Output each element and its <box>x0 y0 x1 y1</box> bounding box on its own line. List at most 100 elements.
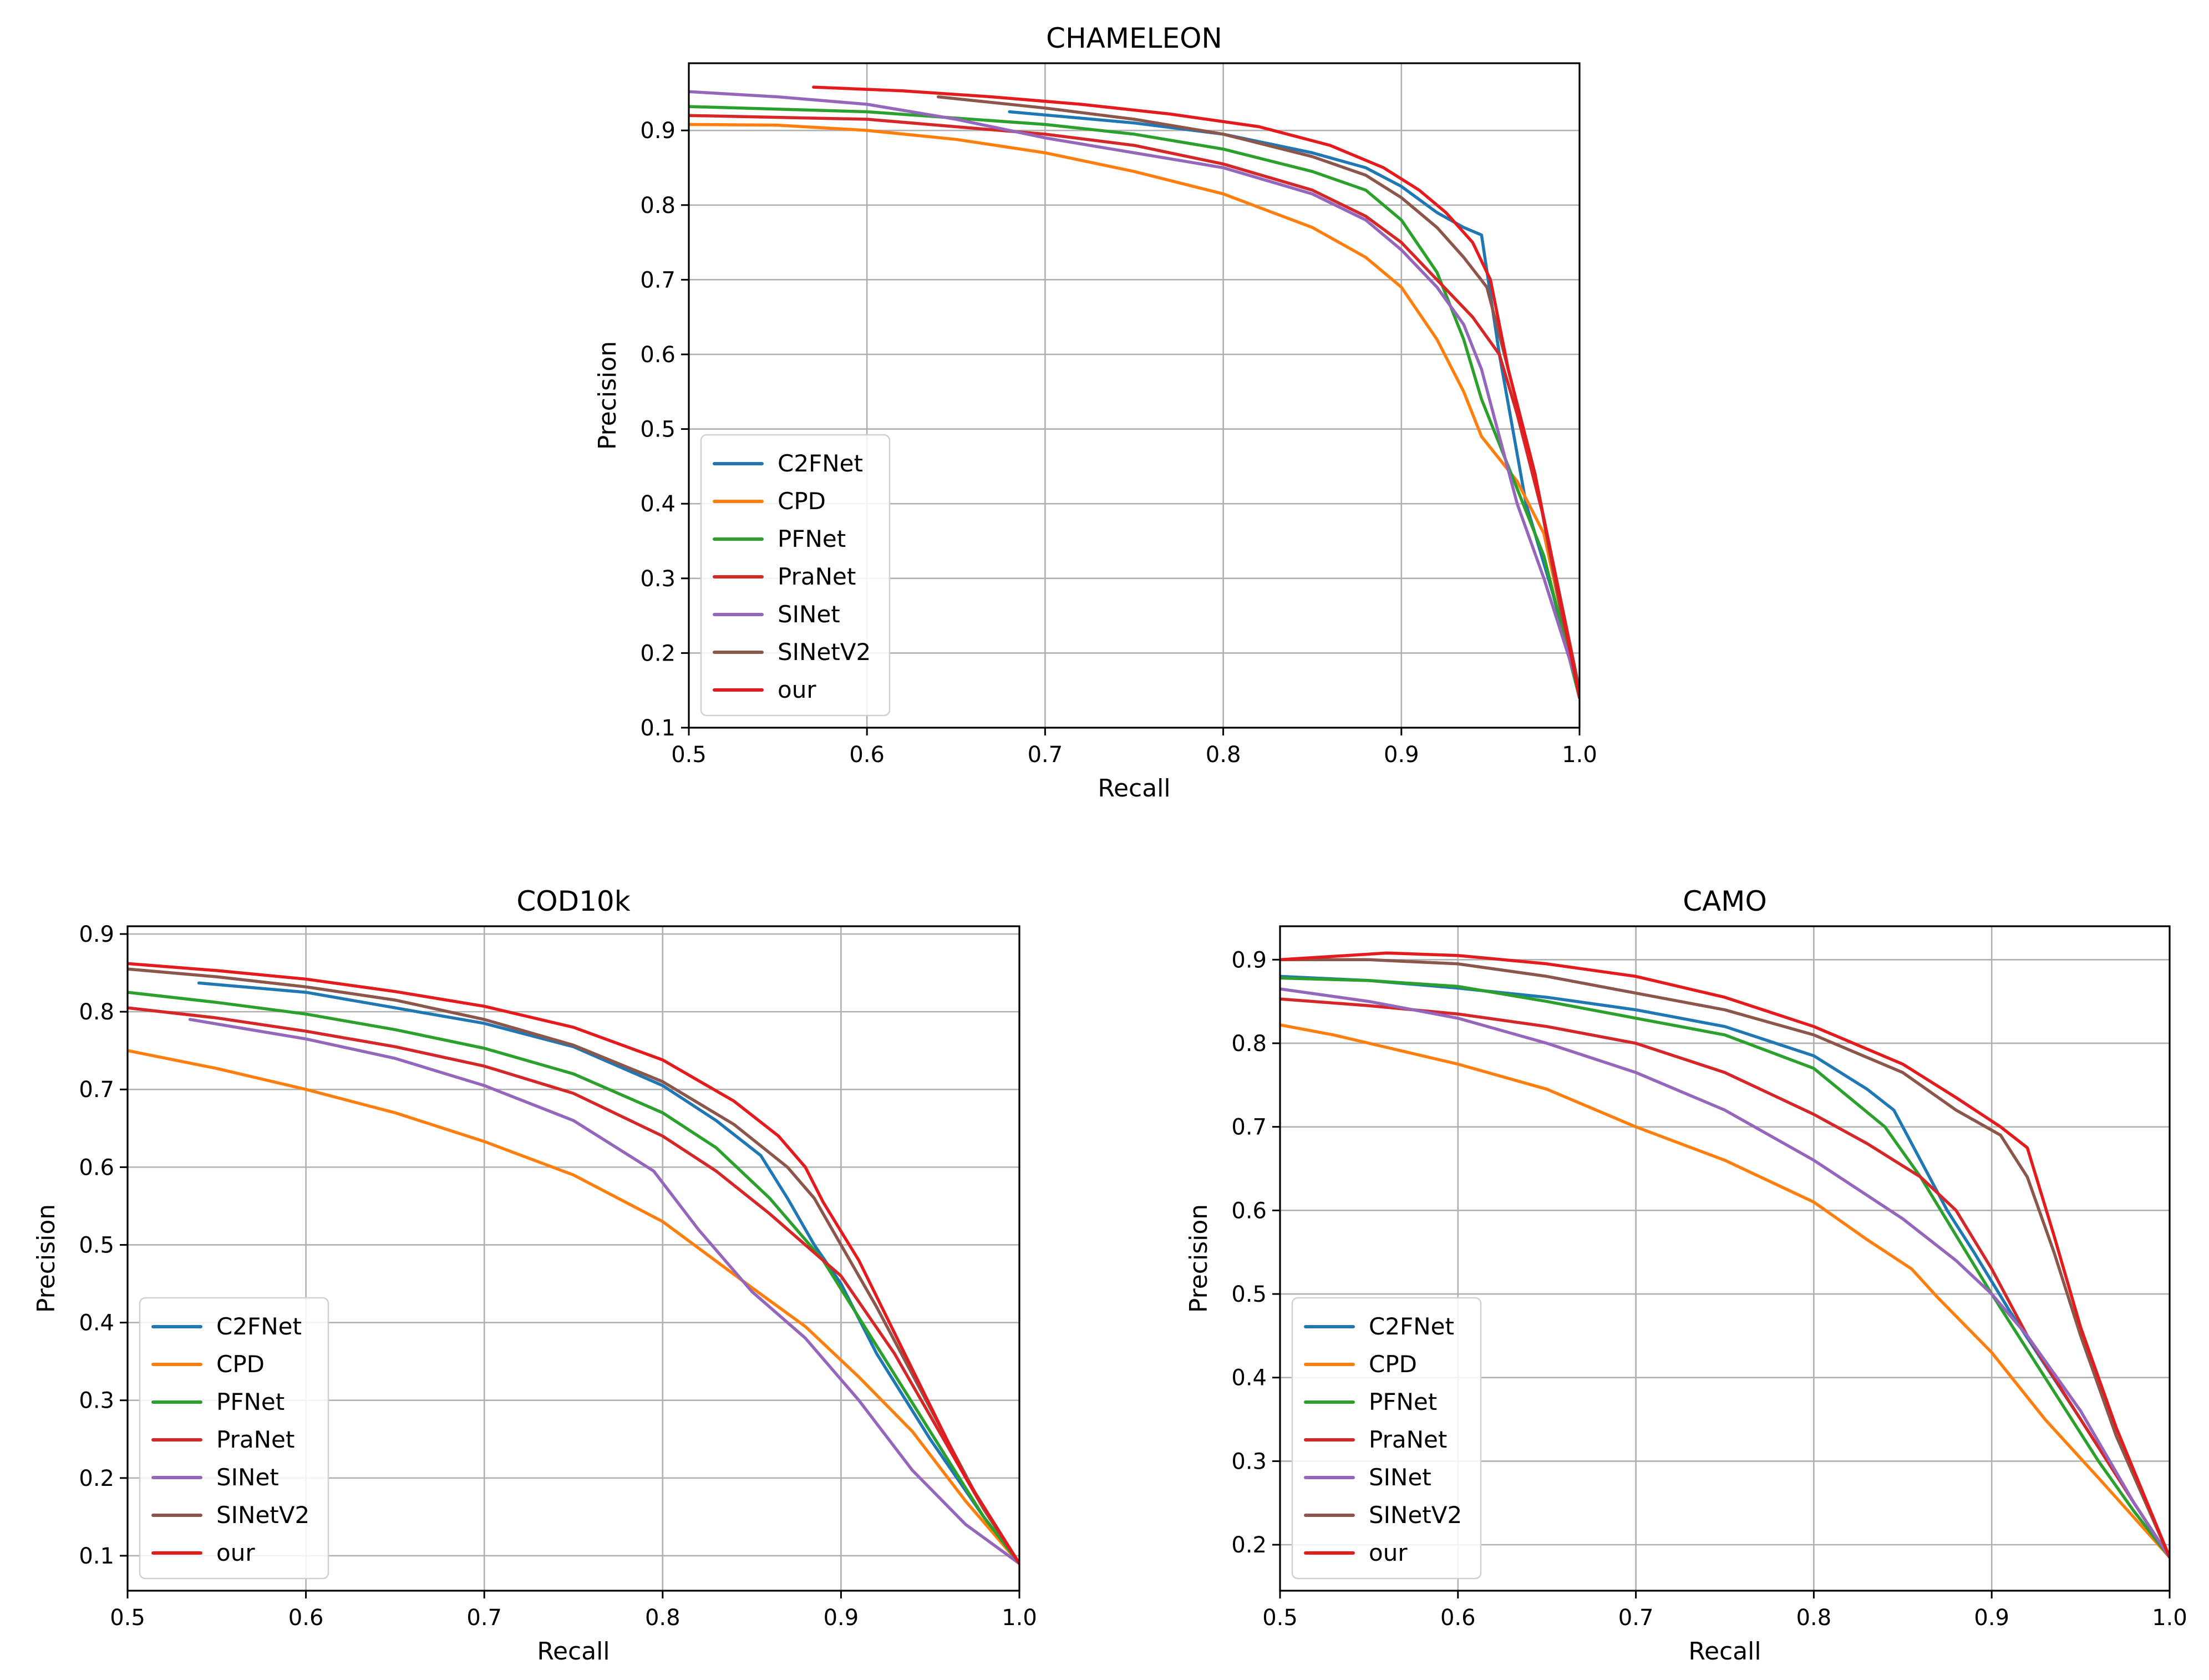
y-tick-label: 0.5 <box>79 1232 114 1258</box>
legend-label-sinet: SINet <box>1369 1464 1431 1491</box>
x-axis-label: Recall <box>1688 1637 1761 1666</box>
legend: C2FNet CPD PFNet PraNet SINet SINetV2 our <box>1291 1297 1482 1580</box>
legend-label-cpd: CPD <box>216 1351 265 1378</box>
series-line-pranet <box>689 114 1580 692</box>
legend-label-our: our <box>216 1539 255 1566</box>
y-tick-label: 0.3 <box>640 566 676 592</box>
y-tick-label: 0.1 <box>640 715 676 741</box>
legend-label-sinet: SINet <box>216 1464 279 1491</box>
series-line-sinet <box>188 1018 1019 1565</box>
y-tick-label: 0.1 <box>79 1544 114 1569</box>
x-tick-label: 0.9 <box>824 1605 859 1631</box>
x-tick-label: 0.7 <box>1618 1605 1654 1631</box>
x-tick-label: 0.9 <box>1974 1605 2009 1631</box>
x-tick-label: 0.7 <box>1028 742 1063 768</box>
y-tick-label: 0.5 <box>640 417 676 443</box>
legend-label-sinetv2: SINetV2 <box>778 638 871 666</box>
series-line-pranet <box>1280 997 2170 1559</box>
y-tick-label: 0.2 <box>79 1466 114 1491</box>
series-group <box>128 962 1019 1565</box>
y-tick-label: 0.9 <box>79 922 114 947</box>
legend-box <box>700 434 891 717</box>
y-tick-label: 0.4 <box>640 491 676 517</box>
y-tick-label: 0.4 <box>79 1311 114 1336</box>
x-axis-label: Recall <box>1098 774 1170 803</box>
legend-label-pfnet: PFNet <box>778 525 846 552</box>
legend-label-c2fnet: C2FNet <box>1369 1313 1454 1340</box>
series-line-our <box>812 85 1580 699</box>
legend: C2FNet CPD PFNet PraNet SINet SINetV2 our <box>139 1297 329 1580</box>
series-line-cpd <box>1280 1023 2170 1559</box>
series-line-pfnet <box>1280 976 2170 1559</box>
legend-label-cpd: CPD <box>1369 1351 1417 1378</box>
plot-frame <box>1279 925 2171 1592</box>
legend-label-c2fnet: C2FNet <box>216 1313 302 1340</box>
series-line-sinetv2 <box>1280 958 2170 1559</box>
x-axis-label: Recall <box>537 1637 610 1666</box>
legend: C2FNet CPD PFNet PraNet SINet SINetV2 our <box>700 434 891 717</box>
series-line-sinetv2 <box>128 967 1019 1565</box>
series-line-pranet <box>128 1006 1019 1565</box>
series-line-c2fnet <box>197 981 1019 1565</box>
x-tick-label: 1.0 <box>1002 1605 1037 1631</box>
y-tick-label: 0.8 <box>79 999 114 1025</box>
chart-cod10k: 0.5 0.6 0.7 0.8 0.9 1.0 0.1 0.2 0.3 0.4 0.5 0.6 0.7 0… <box>32 885 1037 1666</box>
x-tick-label: 0.6 <box>288 1605 324 1631</box>
y-tick-label: 0.3 <box>1231 1449 1267 1474</box>
chart-chameleon: 0.5 0.6 0.7 0.8 0.9 1.0 0.1 0.2 0.3 0.4 0.5 0.6 0.7 0… <box>593 22 1597 803</box>
y-axis-label: Precision <box>1185 1204 1213 1313</box>
legend-label-pranet: PraNet <box>1369 1426 1447 1453</box>
y-tick-label: 0.8 <box>1231 1031 1267 1057</box>
y-tick-label: 0.8 <box>640 193 676 219</box>
legend-label-sinetv2: SINetV2 <box>1369 1501 1462 1529</box>
x-tick-label: 0.8 <box>1206 742 1241 768</box>
legend-label-sinet: SINet <box>778 601 840 628</box>
y-tick-label: 0.6 <box>640 342 676 368</box>
legend-label-our: our <box>1369 1539 1408 1566</box>
y-tick-label: 0.7 <box>1231 1115 1267 1140</box>
y-tick-label: 0.6 <box>1231 1198 1267 1224</box>
y-axis-label: Precision <box>32 1204 60 1313</box>
x-tick-label: 1.0 <box>2152 1605 2187 1631</box>
legend-label-pranet: PraNet <box>778 563 856 590</box>
x-tick-label: 0.6 <box>849 742 885 768</box>
y-tick-label: 0.2 <box>640 641 676 666</box>
legend-box <box>139 1297 329 1580</box>
series-line-cpd <box>128 1049 1019 1565</box>
legend-label-sinetv2: SINetV2 <box>216 1501 309 1529</box>
chart-camo: 0.5 0.6 0.7 0.8 0.9 1.0 0.2 0.3 0.4 0.5 0.6 0.7 0.8 0… <box>1185 885 2187 1666</box>
chart-title: CHAMELEON <box>1046 22 1222 54</box>
y-tick-label: 0.6 <box>79 1155 114 1180</box>
y-axis-label: Precision <box>593 341 622 450</box>
y-tick-label: 0.4 <box>1231 1366 1267 1391</box>
x-tick-label: 0.5 <box>671 742 707 768</box>
y-tick-label: 0.5 <box>1231 1282 1267 1307</box>
legend-label-pfnet: PFNet <box>1369 1388 1437 1415</box>
x-tick-label: 0.9 <box>1384 742 1419 768</box>
y-tick-label: 0.9 <box>640 118 676 144</box>
legend-box <box>1291 1297 1482 1580</box>
chart-title: CAMO <box>1683 885 1767 917</box>
x-tick-label: 0.7 <box>466 1605 502 1631</box>
legend-label-cpd: CPD <box>778 488 826 515</box>
series-line-sinet <box>1280 987 2170 1559</box>
y-tick-label: 0.2 <box>1231 1532 1267 1558</box>
series-line-cpd <box>689 123 1580 699</box>
y-tick-label: 0.7 <box>640 267 676 293</box>
x-tick-label: 0.8 <box>1796 1605 1832 1631</box>
series-group <box>689 85 1580 699</box>
chart-title: COD10k <box>516 885 630 917</box>
y-tick-label: 0.9 <box>1231 947 1267 973</box>
x-tick-label: 0.5 <box>110 1605 145 1631</box>
series-line-pfnet <box>689 105 1580 699</box>
series-group <box>1280 951 2170 1559</box>
series-line-our <box>128 962 1019 1565</box>
x-tick-label: 0.5 <box>1262 1605 1298 1631</box>
y-tick-label: 0.3 <box>79 1388 114 1414</box>
legend-label-pranet: PraNet <box>216 1426 294 1453</box>
series-line-our <box>1280 951 2170 1559</box>
plot-frame <box>688 62 1581 729</box>
x-tick-label: 0.6 <box>1440 1605 1476 1631</box>
series-line-pfnet <box>128 991 1019 1565</box>
